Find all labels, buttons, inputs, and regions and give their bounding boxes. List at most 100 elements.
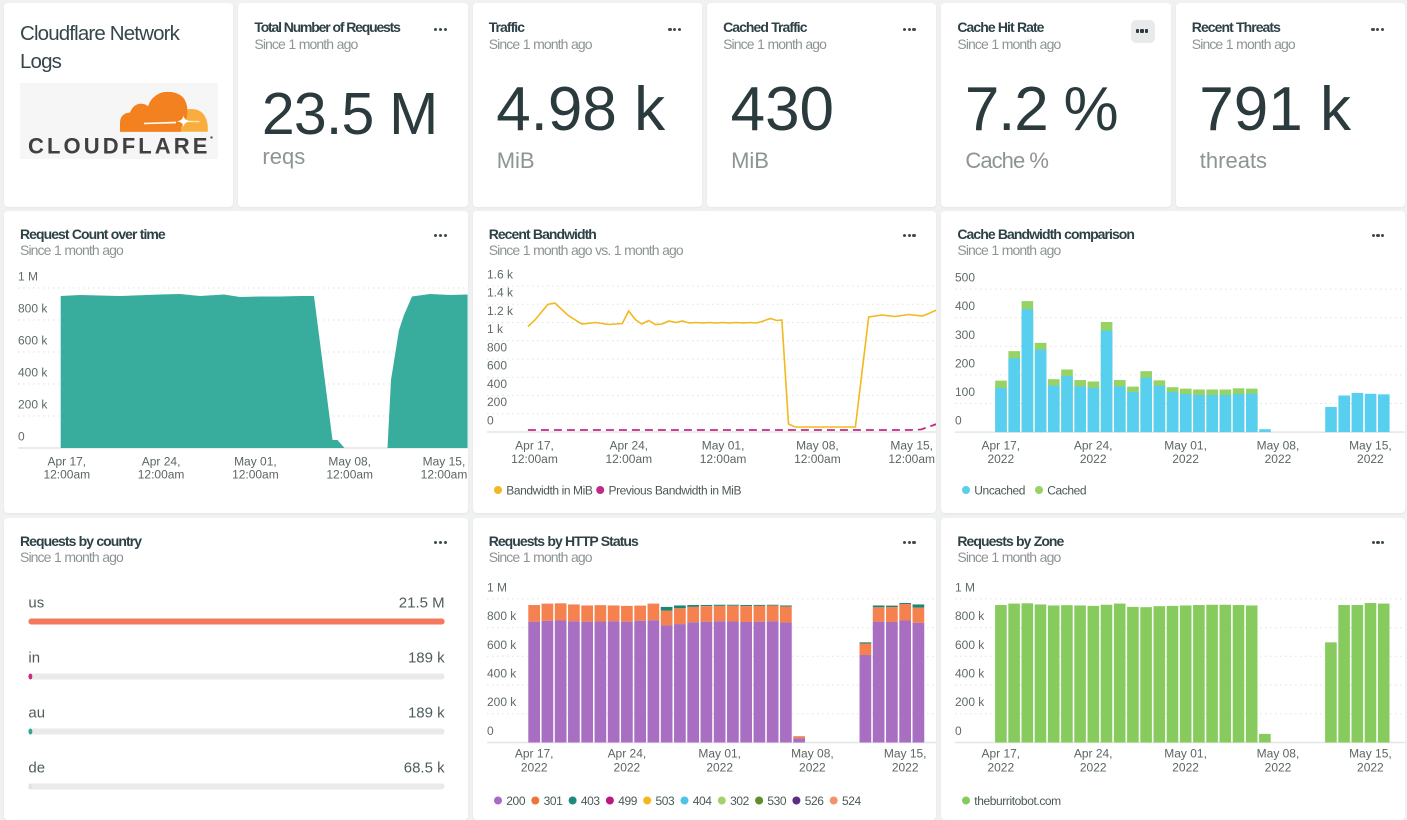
svg-text:May 08,: May 08, [791, 746, 834, 760]
svg-text:600 k: 600 k [18, 333, 48, 347]
svg-text:de: de [28, 759, 45, 776]
svg-text:499: 499 [618, 793, 638, 807]
svg-text:600: 600 [487, 359, 507, 373]
svg-text:2022: 2022 [1357, 452, 1384, 466]
svg-text:12:00am: 12:00am [421, 467, 468, 481]
svg-text:400 k: 400 k [487, 666, 517, 680]
svg-text:May 01,: May 01, [234, 454, 277, 468]
svg-text:1.2 k: 1.2 k [487, 304, 514, 318]
svg-text:301: 301 [543, 793, 563, 807]
svg-text:2022: 2022 [1080, 760, 1107, 774]
svg-text:2022: 2022 [892, 760, 919, 774]
svg-text:May 08,: May 08, [1257, 438, 1300, 452]
svg-text:1 M: 1 M [487, 580, 507, 594]
svg-text:0: 0 [955, 414, 962, 428]
svg-text:2022: 2022 [988, 760, 1015, 774]
svg-text:1.4 k: 1.4 k [487, 286, 514, 300]
svg-text:600 k: 600 k [955, 637, 985, 651]
svg-text:100: 100 [955, 385, 975, 399]
svg-text:300: 300 [955, 328, 975, 342]
svg-text:2022: 2022 [1173, 452, 1200, 466]
svg-text:2022: 2022 [613, 760, 640, 774]
svg-text:12:00am: 12:00am [699, 452, 746, 466]
svg-text:CLOUDFLARE: CLOUDFLARE [28, 133, 211, 158]
svg-text:189 k: 189 k [408, 704, 445, 721]
svg-text:200 k: 200 k [955, 695, 985, 709]
svg-text:400: 400 [487, 377, 507, 391]
svg-text:524: 524 [842, 793, 862, 807]
svg-text:12:00am: 12:00am [888, 452, 935, 466]
svg-text:530: 530 [767, 793, 787, 807]
svg-text:May 01,: May 01, [698, 746, 741, 760]
svg-text:1 M: 1 M [955, 580, 975, 594]
svg-text:May 08,: May 08, [1257, 746, 1300, 760]
svg-text:0: 0 [955, 723, 962, 737]
svg-text:Cached: Cached [1048, 483, 1087, 497]
svg-text:0: 0 [18, 429, 25, 443]
svg-text:May 15,: May 15, [890, 438, 933, 452]
svg-text:0: 0 [487, 413, 494, 427]
svg-text:404: 404 [692, 793, 712, 807]
svg-text:in: in [28, 649, 40, 666]
svg-text:Apr 17,: Apr 17, [982, 746, 1021, 760]
svg-text:Apr 17,: Apr 17, [515, 746, 554, 760]
svg-text:May 15,: May 15, [1349, 746, 1392, 760]
svg-text:403: 403 [581, 793, 601, 807]
svg-text:au: au [28, 704, 45, 721]
svg-text:12:00am: 12:00am [232, 467, 279, 481]
svg-text:Apr 24,: Apr 24, [609, 438, 648, 452]
svg-text:526: 526 [804, 793, 824, 807]
svg-text:May 08,: May 08, [328, 454, 371, 468]
svg-text:May 01,: May 01, [1165, 746, 1208, 760]
svg-text:800 k: 800 k [18, 301, 48, 315]
svg-text:12:00am: 12:00am [511, 452, 558, 466]
svg-text:12:00am: 12:00am [605, 452, 652, 466]
svg-text:12:00am: 12:00am [138, 467, 185, 481]
svg-text:2022: 2022 [988, 452, 1015, 466]
svg-text:Apr 24,: Apr 24, [1074, 746, 1113, 760]
svg-text:2022: 2022 [1265, 760, 1292, 774]
svg-text:0: 0 [487, 723, 494, 737]
svg-text:us: us [28, 594, 44, 611]
svg-text:800 k: 800 k [487, 609, 517, 623]
svg-text:2022: 2022 [1357, 760, 1384, 774]
svg-text:600 k: 600 k [487, 637, 517, 651]
svg-text:21.5 M: 21.5 M [399, 594, 445, 611]
svg-text:Apr 17,: Apr 17, [47, 454, 86, 468]
svg-text:200: 200 [955, 356, 975, 370]
svg-text:302: 302 [730, 793, 750, 807]
svg-text:12:00am: 12:00am [43, 467, 90, 481]
svg-text:189 k: 189 k [408, 649, 445, 666]
svg-text:1 k: 1 k [487, 322, 504, 336]
svg-text:1 M: 1 M [18, 269, 38, 283]
svg-text:2022: 2022 [1265, 452, 1292, 466]
svg-text:May 08,: May 08, [796, 438, 839, 452]
svg-text:Apr 17,: Apr 17, [515, 438, 554, 452]
svg-text:May 01,: May 01, [701, 438, 744, 452]
svg-text:Apr 24,: Apr 24, [607, 746, 646, 760]
svg-text:2022: 2022 [799, 760, 826, 774]
svg-text:500: 500 [955, 271, 975, 285]
svg-text:2022: 2022 [1173, 760, 1200, 774]
svg-text:Bandwidth in MiB: Bandwidth in MiB [506, 483, 593, 497]
svg-text:200: 200 [487, 395, 507, 409]
svg-text:Uncached: Uncached [975, 483, 1026, 497]
svg-text:200 k: 200 k [18, 397, 48, 411]
svg-text:2022: 2022 [706, 760, 733, 774]
svg-text:12:00am: 12:00am [794, 452, 841, 466]
svg-text:400 k: 400 k [18, 365, 48, 379]
svg-text:May 15,: May 15, [423, 454, 466, 468]
svg-text:Apr 17,: Apr 17, [982, 438, 1021, 452]
svg-text:200: 200 [506, 793, 526, 807]
svg-text:800 k: 800 k [955, 609, 985, 623]
svg-text:1.6 k: 1.6 k [487, 267, 514, 281]
svg-text:2022: 2022 [1080, 452, 1107, 466]
svg-text:May 15,: May 15, [1349, 438, 1392, 452]
svg-text:2022: 2022 [521, 760, 548, 774]
svg-text:theburritobot.com: theburritobot.com [975, 793, 1062, 807]
svg-text:May 01,: May 01, [1165, 438, 1208, 452]
svg-text:68.5 k: 68.5 k [404, 759, 445, 776]
svg-text:Apr 24,: Apr 24, [1074, 438, 1113, 452]
svg-text:800: 800 [487, 340, 507, 354]
svg-text:May 15,: May 15, [884, 746, 927, 760]
